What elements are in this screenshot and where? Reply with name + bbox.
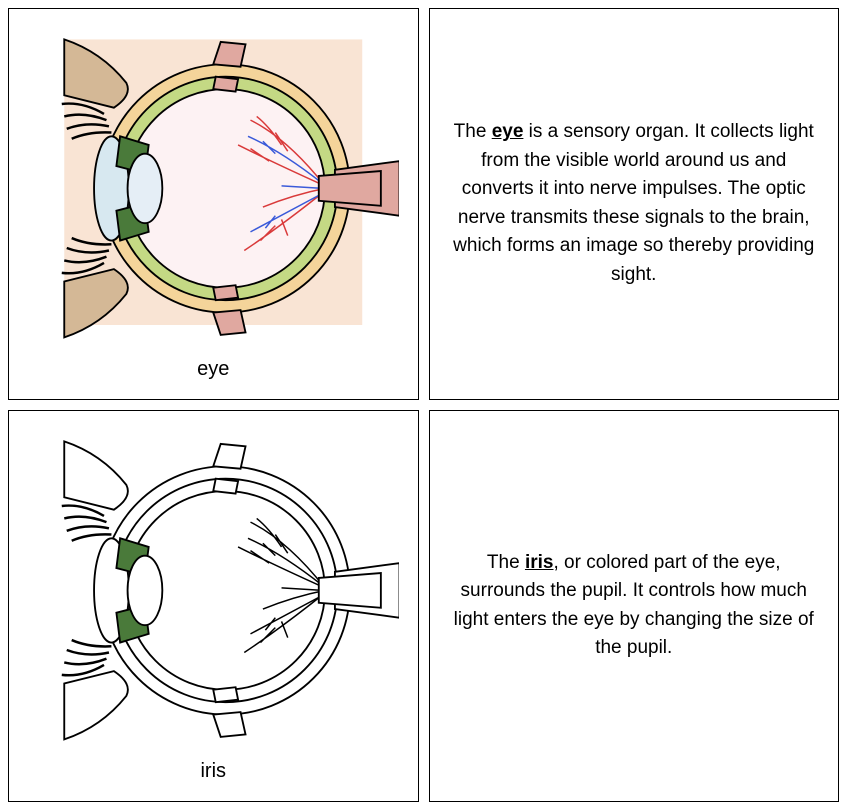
eye-desc-before: The: [454, 121, 492, 142]
card-grid: eye The eye is a sensory organ. It colle…: [8, 8, 839, 699]
eye-description: The eye is a sensory organ. It collects …: [448, 118, 821, 289]
eye-desc-after: is a sensory organ. It collects light fr…: [453, 121, 814, 285]
eye-diagram-svg: [27, 27, 399, 350]
iris-desc-before: The: [487, 552, 525, 573]
iris-caption: iris: [200, 760, 226, 783]
iris-diagram-card: iris: [8, 410, 419, 802]
iris-text-card: The iris, or colored part of the eye, su…: [429, 410, 840, 802]
eye-caption: eye: [197, 358, 229, 381]
eye-diagram-wrap: [27, 27, 400, 350]
eye-text-card: The eye is a sensory organ. It collects …: [429, 8, 840, 400]
iris-diagram-wrap: [27, 429, 400, 752]
eye-diagram-card: eye: [8, 8, 419, 400]
iris-diagram-svg: [27, 429, 399, 752]
iris-term: iris: [525, 552, 554, 573]
eye-term: eye: [492, 121, 524, 142]
iris-description: The iris, or colored part of the eye, su…: [448, 549, 821, 663]
